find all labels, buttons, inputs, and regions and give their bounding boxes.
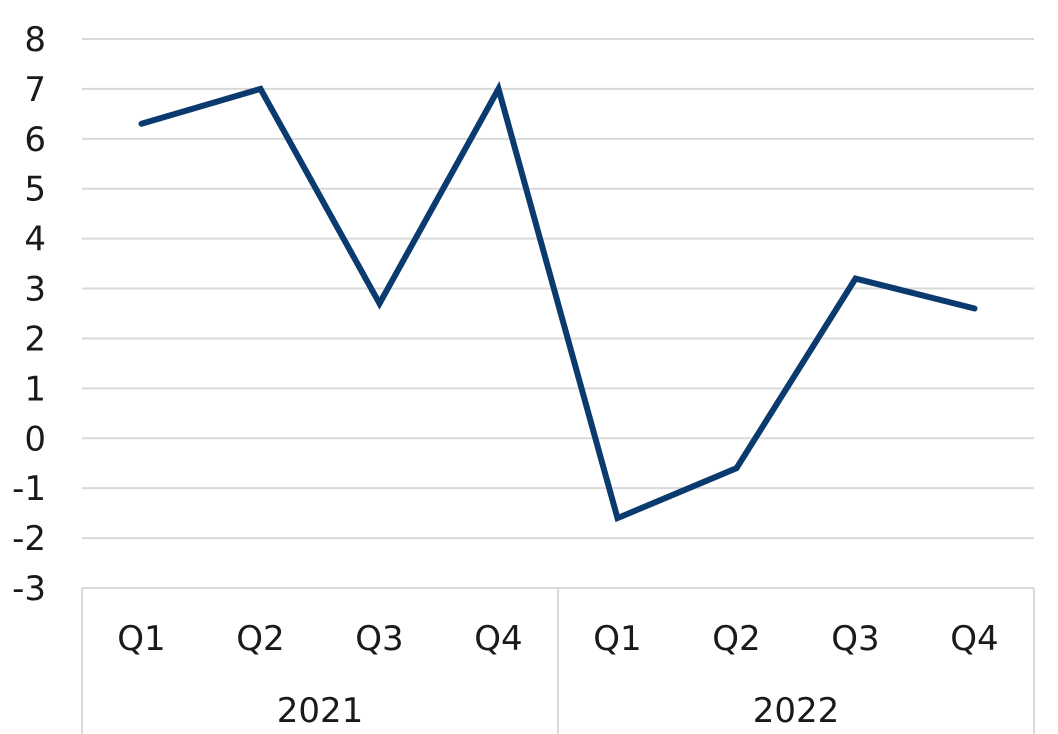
y-tick-label: 3 — [24, 270, 46, 310]
y-tick-label: 6 — [24, 120, 46, 160]
y-tick-label: -2 — [12, 519, 46, 559]
x-group-label: 2021 — [277, 691, 364, 731]
x-tick-label: Q4 — [474, 619, 522, 659]
x-tick-label: Q2 — [712, 619, 760, 659]
y-tick-label: -3 — [12, 569, 46, 609]
series-layer — [138, 81, 978, 523]
y-tick-label: 5 — [24, 170, 46, 210]
x-tick-label: Q1 — [593, 619, 641, 659]
x-tick-label: Q4 — [950, 619, 998, 659]
x-axis: Q1 Q2 Q3 Q4 Q1 Q2 Q3 Q4 2021 2022 — [81, 587, 1035, 734]
x-tick-label: Q1 — [117, 619, 165, 659]
y-tick-label: 8 — [24, 20, 46, 60]
y-tick-label: 7 — [24, 70, 46, 110]
x-group-label: 2022 — [753, 691, 840, 731]
x-tick-label: Q3 — [355, 619, 403, 659]
y-tick-label: 4 — [24, 220, 46, 260]
gridlines — [82, 38, 1034, 540]
y-tick-label: 2 — [24, 319, 46, 359]
x-tick-label: Q3 — [831, 619, 879, 659]
y-axis-ticks: 8 7 6 5 4 3 2 1 0 -1 -2 -3 — [12, 20, 46, 609]
y-tick-label: 0 — [24, 419, 46, 459]
y-tick-label: 1 — [24, 369, 46, 409]
series-line — [138, 81, 978, 523]
x-tick-label: Q2 — [236, 619, 284, 659]
y-tick-label: -1 — [12, 469, 46, 509]
